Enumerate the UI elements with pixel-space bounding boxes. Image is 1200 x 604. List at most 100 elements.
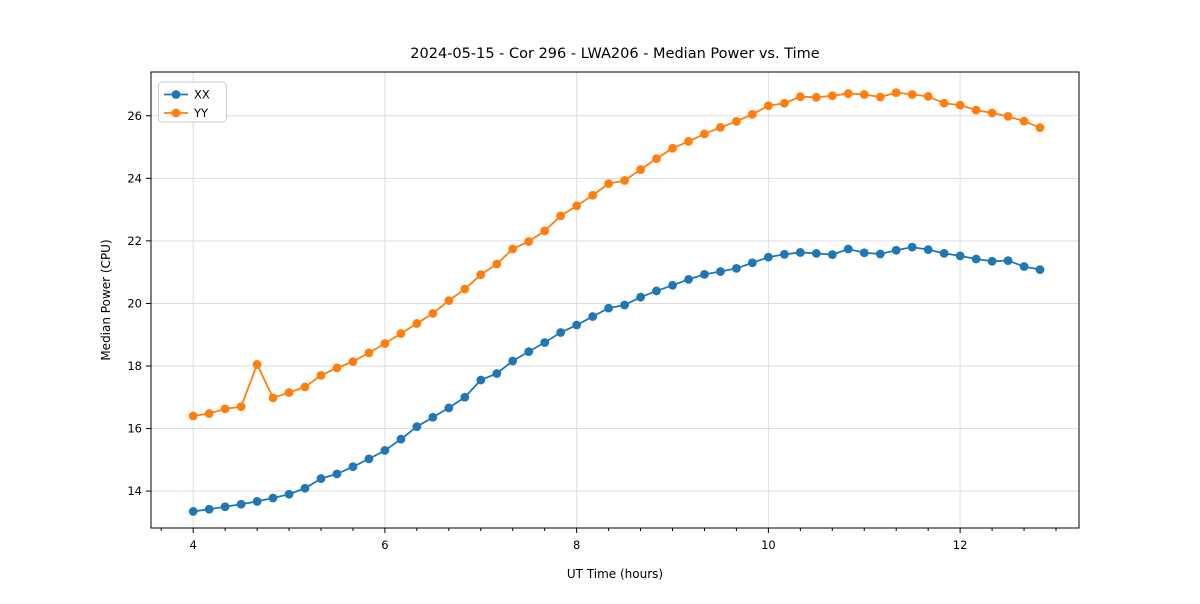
data-point-XX: [907, 242, 917, 252]
data-point-XX: [1003, 256, 1013, 265]
data-point-YY: [811, 92, 821, 102]
data-point-XX: [252, 497, 262, 506]
data-point-XX: [843, 244, 853, 254]
data-point-YY: [859, 90, 869, 99]
data-point-XX: [684, 274, 693, 284]
data-point-XX: [875, 249, 885, 259]
data-point-YY: [1035, 123, 1045, 133]
data-point-YY: [700, 129, 709, 139]
data-point-YY: [284, 388, 294, 397]
data-point-XX: [348, 462, 358, 472]
data-point-YY: [332, 363, 342, 373]
data-point-YY: [508, 244, 518, 254]
data-point-XX: [284, 489, 294, 499]
data-point-YY: [572, 201, 582, 211]
data-point-XX: [508, 356, 518, 366]
data-point-XX: [220, 502, 230, 512]
data-point-YY: [827, 91, 837, 101]
y-tick-label: 22: [127, 234, 142, 248]
data-point-XX: [716, 267, 725, 276]
data-point-YY: [763, 101, 773, 111]
data-point-YY: [652, 154, 661, 164]
data-series: [188, 88, 1045, 516]
data-point-XX: [540, 338, 550, 347]
y-tick-label: 20: [127, 296, 142, 310]
y-tick-label: 16: [127, 422, 142, 436]
data-point-YY: [891, 88, 901, 98]
data-point-YY: [779, 98, 789, 108]
data-point-XX: [188, 507, 198, 516]
data-point-XX: [444, 403, 454, 413]
data-point-XX: [955, 251, 965, 261]
data-point-YY: [1019, 116, 1029, 126]
data-point-XX: [732, 264, 741, 273]
legend-label: YY: [193, 106, 209, 120]
data-point-XX: [779, 249, 789, 259]
data-point-YY: [604, 179, 613, 189]
legend-marker: [171, 108, 181, 118]
data-point-XX: [268, 493, 278, 503]
legend-marker: [171, 90, 181, 99]
data-point-YY: [524, 237, 534, 246]
data-point-YY: [620, 176, 629, 185]
data-point-YY: [588, 190, 598, 200]
data-point-YY: [843, 89, 853, 98]
data-point-YY: [923, 91, 933, 101]
data-point-YY: [747, 109, 757, 119]
y-tick-label: 26: [127, 109, 142, 123]
data-point-XX: [827, 250, 837, 260]
data-point-XX: [572, 320, 582, 330]
data-point-YY: [460, 284, 470, 294]
data-point-YY: [636, 165, 645, 174]
data-point-XX: [620, 300, 629, 310]
data-point-YY: [444, 296, 454, 306]
data-point-XX: [700, 269, 709, 279]
y-axis-label: Median Power (CPU): [99, 239, 113, 360]
data-point-XX: [524, 347, 534, 357]
data-point-YY: [955, 100, 965, 110]
data-point-XX: [971, 254, 981, 264]
data-point-XX: [300, 483, 310, 493]
data-point-XX: [380, 446, 390, 455]
data-point-YY: [907, 90, 917, 99]
data-point-YY: [684, 137, 693, 146]
data-point-XX: [923, 245, 933, 255]
series-line-YY: [193, 91, 1041, 417]
data-point-YY: [316, 370, 326, 380]
x-tick-label: 12: [953, 538, 968, 552]
data-point-XX: [396, 434, 406, 444]
data-point-XX: [492, 369, 502, 378]
data-point-YY: [348, 357, 358, 367]
data-point-XX: [364, 454, 374, 464]
data-point-YY: [939, 98, 949, 108]
x-tick-label: 4: [190, 538, 197, 552]
data-point-YY: [412, 319, 422, 328]
data-point-YY: [492, 259, 502, 269]
legend-label: XX: [194, 88, 210, 102]
data-point-XX: [412, 422, 422, 432]
y-tick-label: 24: [127, 171, 142, 185]
data-point-XX: [1035, 265, 1045, 275]
data-point-YY: [204, 409, 214, 418]
data-point-XX: [891, 245, 901, 255]
y-tick-label: 14: [127, 484, 142, 498]
data-point-XX: [859, 248, 869, 258]
data-point-XX: [747, 258, 757, 268]
data-point-XX: [811, 248, 821, 258]
data-point-XX: [204, 504, 214, 514]
legend-frame: [158, 81, 227, 123]
data-point-YY: [732, 117, 741, 126]
data-point-XX: [316, 474, 326, 483]
x-tick-label: 6: [381, 538, 388, 552]
data-point-YY: [716, 122, 725, 132]
data-point-YY: [220, 404, 230, 414]
data-point-XX: [428, 412, 438, 422]
data-point-XX: [668, 280, 677, 290]
data-point-XX: [987, 256, 997, 266]
data-point-YY: [236, 402, 246, 412]
plot-area-border: [150, 71, 1080, 529]
chart-title: 2024-05-15 - Cor 296 - LWA206 - Median P…: [410, 46, 819, 62]
data-point-XX: [556, 328, 566, 337]
x-tick-label: 10: [761, 538, 776, 552]
